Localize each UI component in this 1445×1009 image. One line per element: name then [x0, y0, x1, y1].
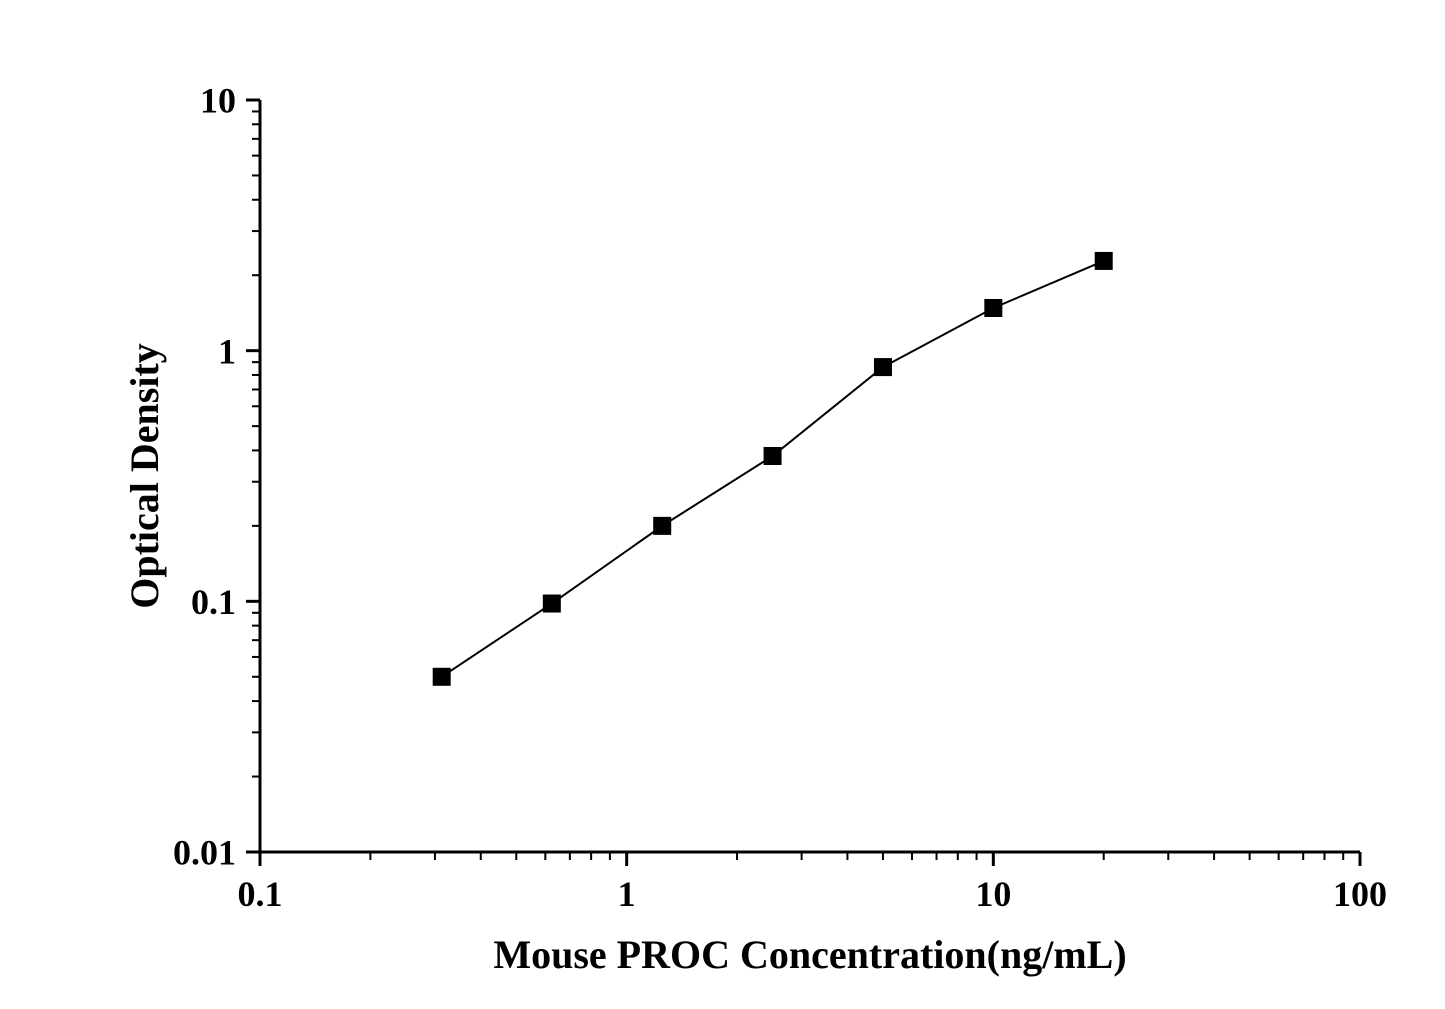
x-tick-label: 10 [975, 874, 1011, 914]
data-marker [764, 447, 782, 465]
y-tick-label: 0.1 [191, 582, 236, 622]
data-marker [1095, 252, 1113, 270]
data-marker [984, 299, 1002, 317]
y-tick-label: 0.01 [173, 833, 236, 873]
data-marker [874, 358, 892, 376]
chart-container: 0.11101000.010.1110Mouse PROC Concentrat… [0, 0, 1445, 1009]
y-axis-label: Optical Density [122, 343, 167, 609]
data-marker [543, 595, 561, 613]
x-ticks: 0.1 1 10 100 [238, 852, 1388, 914]
y-tick-label: 10 [200, 81, 236, 121]
x-tick-label: 1 [618, 874, 636, 914]
x-tick-label: 100 [1333, 874, 1387, 914]
data-marker [653, 517, 671, 535]
y-ticks: 0.01 0.1 1 10 [173, 81, 260, 873]
data-marker [433, 668, 451, 686]
y-tick-label: 1 [218, 331, 236, 371]
series-line [442, 261, 1104, 677]
log-log-chart: 0.11101000.010.1110Mouse PROC Concentrat… [0, 0, 1445, 1009]
x-axis-label: Mouse PROC Concentration(ng/mL) [493, 932, 1126, 977]
x-tick-label: 0.1 [238, 874, 283, 914]
